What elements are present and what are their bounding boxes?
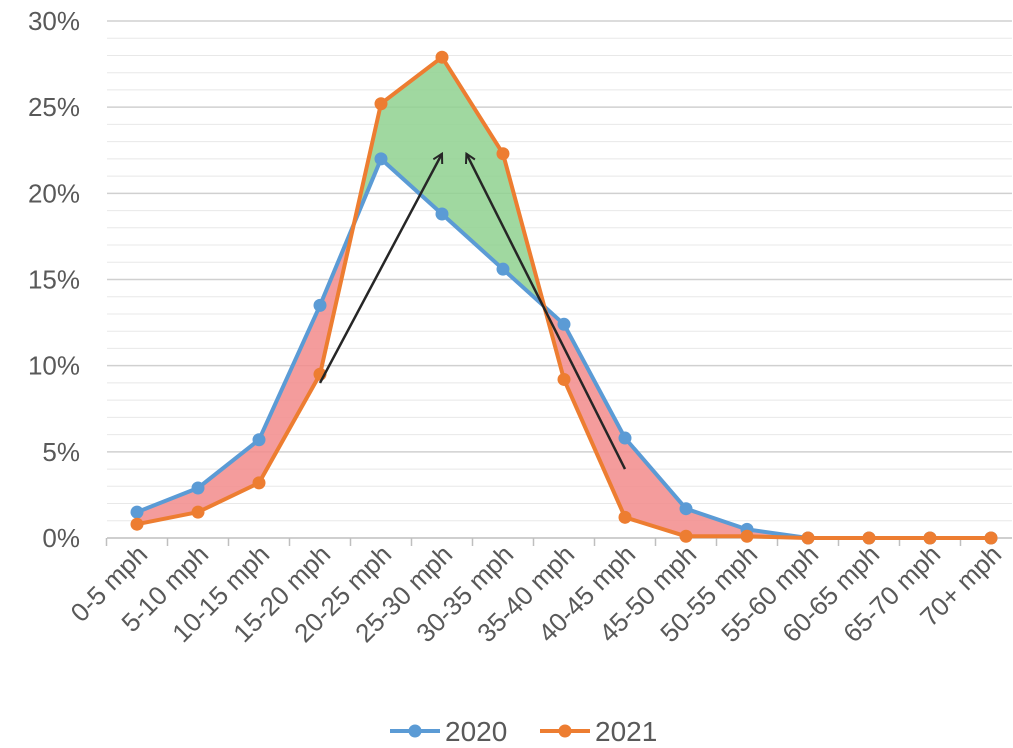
data-point-2021 [984, 531, 998, 545]
difference-region [198, 439, 259, 513]
difference-region [259, 305, 320, 483]
data-point-2021 [496, 147, 510, 161]
y-tick-label: 15% [28, 265, 80, 295]
trend-arrow [318, 154, 442, 384]
trend-arrow [466, 154, 627, 470]
data-point-2020 [435, 207, 449, 221]
data-point-2021 [130, 517, 144, 531]
y-tick-label: 30% [28, 6, 80, 36]
legend-marker-2020 [408, 724, 422, 738]
data-point-2020 [191, 481, 205, 495]
data-point-2020 [374, 152, 388, 166]
legend-marker-2021 [558, 724, 572, 738]
data-point-2021 [557, 372, 571, 386]
data-point-2021 [801, 531, 815, 545]
legend-label-2020: 2020 [445, 716, 507, 747]
difference-region [137, 488, 198, 525]
y-tick-label: 25% [28, 92, 80, 122]
y-tick-label: 20% [28, 178, 80, 208]
series-lines [130, 50, 998, 545]
difference-fill [137, 57, 808, 538]
data-point-2021 [740, 529, 754, 543]
data-point-2021 [618, 510, 632, 524]
trend-arrows [318, 154, 627, 470]
data-point-2021 [252, 476, 266, 490]
gridlines [107, 20, 1012, 522]
data-point-2021 [862, 531, 876, 545]
data-point-2021 [679, 529, 693, 543]
data-point-2020 [313, 298, 327, 312]
data-point-2020 [679, 502, 693, 516]
difference-region [564, 324, 625, 518]
data-point-2020 [252, 433, 266, 447]
data-point-2020 [557, 317, 571, 331]
legend-label-2021: 2021 [595, 716, 657, 747]
data-point-2021 [923, 531, 937, 545]
y-tick-label: 0% [42, 523, 80, 553]
data-point-2020 [130, 505, 144, 519]
data-point-2021 [374, 97, 388, 111]
legend: 2020 2021 [390, 716, 657, 747]
y-tick-label: 5% [42, 437, 80, 467]
difference-region [381, 57, 442, 215]
data-point-2020 [496, 262, 510, 276]
data-point-2021 [191, 505, 205, 519]
data-point-2021 [435, 50, 449, 64]
y-tick-label: 10% [28, 351, 80, 381]
data-point-2020 [618, 431, 632, 445]
difference-region [625, 438, 686, 537]
